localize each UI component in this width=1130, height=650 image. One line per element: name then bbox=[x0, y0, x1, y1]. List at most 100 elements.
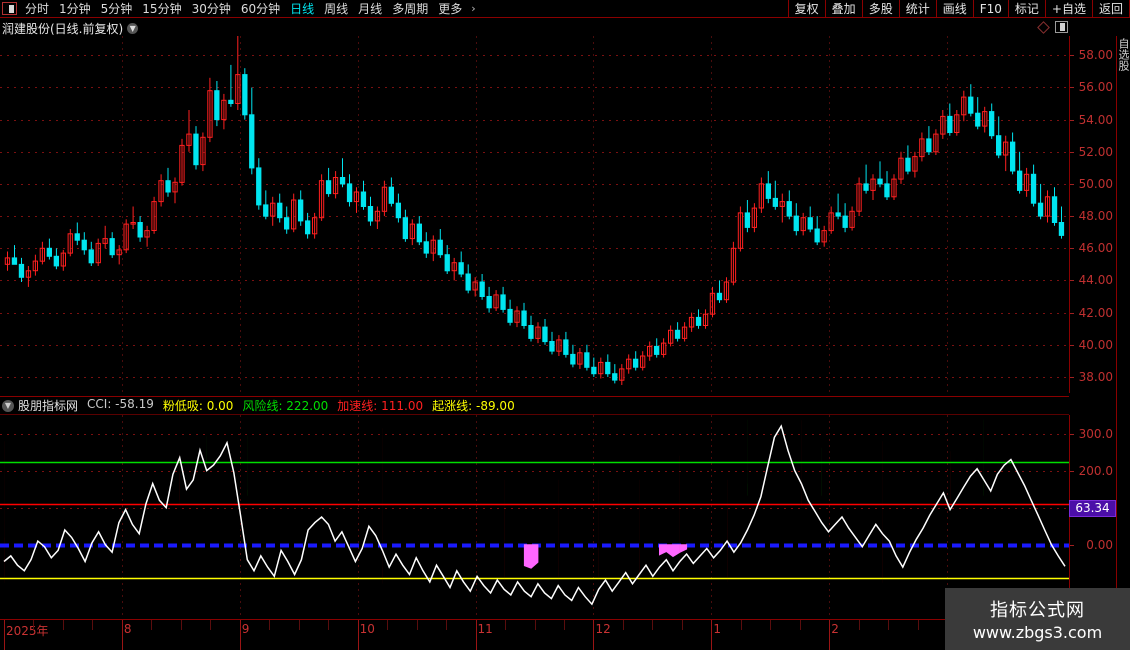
panel-toggle-icon[interactable] bbox=[2, 2, 17, 15]
price-tick-label: 42.00 bbox=[1078, 305, 1113, 320]
legend-field-4: 起涨线: -89.00 bbox=[432, 399, 515, 413]
indicator-menu-icon[interactable]: ▼ bbox=[2, 399, 14, 412]
toolbar-button-6[interactable]: 标记 bbox=[1007, 0, 1045, 18]
indicator-tick-label: 200.0 bbox=[1078, 463, 1113, 478]
top-toolbar: 分时 1分钟 5分钟 15分钟 30分钟 60分钟 日线 周线 月线 多周期 更多 › 复权 叠加 多股… bbox=[0, 0, 1130, 18]
date-tick-major bbox=[357, 620, 359, 650]
toolbar-button-1[interactable]: 叠加 bbox=[824, 0, 862, 18]
indicator-legend: CCI: -58.19 粉低吸: 0.00 风险线: 222.00 加速线: 111.… bbox=[87, 397, 524, 414]
date-tick-minor bbox=[858, 620, 860, 630]
indicator-name: 股朋指标网 bbox=[18, 399, 79, 413]
watermark-site-name: 指标公式网 bbox=[990, 600, 1085, 621]
stock-title-row: 润建股份(日线.前复权) ▼ bbox=[0, 18, 1130, 36]
candlestick-chart bbox=[0, 36, 1069, 393]
date-tick-minor bbox=[62, 620, 64, 630]
price-tick-label: 56.00 bbox=[1078, 80, 1113, 95]
period-tab-10[interactable]: 更多 bbox=[438, 1, 463, 16]
date-label-2: 9 bbox=[241, 622, 250, 636]
date-tick-minor bbox=[446, 620, 448, 630]
date-label-1: 8 bbox=[123, 622, 132, 636]
period-tab-2[interactable]: 5分钟 bbox=[100, 1, 133, 16]
date-tick-major bbox=[593, 620, 595, 650]
date-tick-minor bbox=[210, 620, 212, 630]
indicator-header: ▼ 股朋指标网 CCI: -58.19 粉低吸: 0.00 风险线: 222.00 加… bbox=[0, 396, 1069, 415]
chevron-right-icon[interactable]: › bbox=[471, 2, 476, 15]
date-tick-major bbox=[121, 620, 123, 650]
chevron-down-icon[interactable]: ▼ bbox=[127, 22, 139, 34]
price-tick-label: 38.00 bbox=[1078, 369, 1113, 384]
toolbar-button-2[interactable]: 多股 bbox=[861, 0, 899, 18]
legend-field-3: 加速线: 111.00 bbox=[337, 399, 424, 413]
layout-icon[interactable] bbox=[1055, 21, 1068, 33]
diamond-icon[interactable] bbox=[1037, 20, 1050, 34]
date-label-6: 1 bbox=[713, 622, 721, 636]
date-tick-minor bbox=[328, 620, 330, 630]
toolbar-button-5[interactable]: F10 bbox=[972, 0, 1008, 18]
price-tick bbox=[1070, 280, 1074, 282]
date-tick-major bbox=[711, 620, 713, 650]
date-label-5: 12 bbox=[595, 622, 611, 636]
price-tick bbox=[1070, 119, 1074, 121]
toolbar-action-group: 复权 叠加 多股 统计 画线 F10 标记 +自选 返回 bbox=[787, 0, 1130, 18]
toolbar-button-8[interactable]: 返回 bbox=[1091, 0, 1130, 18]
date-label-7: 2 bbox=[831, 622, 839, 636]
date-label-3: 10 bbox=[359, 622, 375, 636]
indicator-tick bbox=[1070, 544, 1074, 546]
price-tick bbox=[1070, 312, 1074, 314]
indicator-chart-pane[interactable] bbox=[0, 415, 1069, 619]
period-tab-3[interactable]: 15分钟 bbox=[142, 1, 182, 16]
period-tab-1[interactable]: 1分钟 bbox=[59, 1, 91, 16]
title-icon-group bbox=[1037, 20, 1130, 34]
price-chart-pane[interactable] bbox=[0, 36, 1069, 393]
date-tick-minor bbox=[269, 620, 271, 630]
indicator-tick bbox=[1070, 433, 1074, 435]
legend-field-0: CCI: -58.19 bbox=[87, 397, 154, 411]
price-tick bbox=[1070, 151, 1074, 153]
date-tick-minor bbox=[652, 620, 654, 630]
date-label-4: 11 bbox=[477, 622, 493, 636]
date-tick-minor bbox=[92, 620, 94, 630]
price-tick bbox=[1070, 248, 1074, 250]
date-tick-major bbox=[829, 620, 831, 650]
date-axis: 2025年89101112123 bbox=[0, 619, 1069, 650]
toolbar-button-0[interactable]: 复权 bbox=[787, 0, 825, 18]
price-tick bbox=[1070, 183, 1074, 185]
watermark-url: www.zbgs3.com bbox=[972, 623, 1103, 642]
sidebar-item-0[interactable]: 自选股 bbox=[1117, 36, 1130, 619]
period-tab-4[interactable]: 30分钟 bbox=[191, 1, 231, 16]
period-tab-9[interactable]: 多周期 bbox=[392, 1, 429, 16]
price-tick bbox=[1070, 55, 1074, 57]
date-tick-major bbox=[4, 620, 5, 650]
toolbar-button-7[interactable]: +自选 bbox=[1044, 0, 1092, 18]
date-tick-major bbox=[239, 620, 241, 650]
toolbar-button-3[interactable]: 统计 bbox=[898, 0, 936, 18]
toolbar-period-group: 分时 1分钟 5分钟 15分钟 30分钟 60分钟 日线 周线 月线 多周期 更多 › bbox=[0, 0, 480, 18]
legend-field-1: 粉低吸: 0.00 bbox=[162, 399, 234, 413]
date-tick-minor bbox=[416, 620, 418, 630]
price-tick bbox=[1070, 376, 1074, 378]
period-tab-5[interactable]: 60分钟 bbox=[240, 1, 281, 16]
period-tab-7[interactable]: 周线 bbox=[324, 1, 349, 16]
date-tick-minor bbox=[888, 620, 890, 630]
toolbar-button-4[interactable]: 画线 bbox=[935, 0, 973, 18]
indicator-tick-label: 0.00 bbox=[1086, 537, 1113, 552]
indicator-tick bbox=[1070, 470, 1074, 472]
period-tab-8[interactable]: 月线 bbox=[358, 1, 383, 16]
price-tick-label: 52.00 bbox=[1078, 144, 1113, 159]
price-tick-label: 48.00 bbox=[1078, 209, 1113, 224]
period-tab-0[interactable]: 分时 bbox=[25, 1, 50, 16]
date-tick-minor bbox=[770, 620, 772, 630]
price-tick-label: 46.00 bbox=[1078, 241, 1113, 256]
price-axis: 58.00 56.00 54.00 52.00 50.00 48.00 46.00 44.00… bbox=[1069, 36, 1116, 393]
stock-title-wrap[interactable]: 润建股份(日线.前复权) ▼ bbox=[0, 18, 139, 37]
date-tick-minor bbox=[33, 620, 35, 630]
date-tick-minor bbox=[681, 620, 683, 630]
price-tick-label: 44.00 bbox=[1078, 273, 1113, 288]
indicator-tick-label: 300.0 bbox=[1078, 426, 1113, 441]
period-tab-6[interactable]: 日线 bbox=[290, 1, 315, 16]
legend-field-2: 风险线: 222.00 bbox=[242, 399, 329, 413]
date-tick-minor bbox=[622, 620, 624, 630]
date-tick-minor bbox=[563, 620, 565, 630]
right-sidebar[interactable]: 自选股最近浏览指标排序多空趋势板块监测报价分析指标自 bbox=[1116, 36, 1130, 619]
